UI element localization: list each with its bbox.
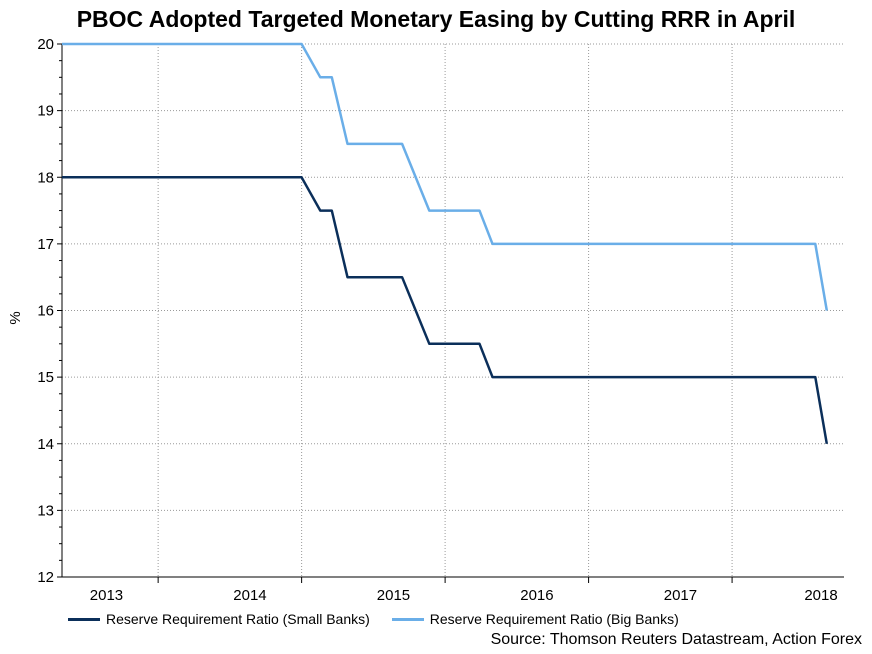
x-tick-label: 2016	[520, 587, 553, 604]
chart-title: PBOC Adopted Targeted Monetary Easing by…	[76, 6, 796, 32]
series-line-small-banks	[62, 176, 829, 445]
source-note: Source: Thomson Reuters Datastream, Acti…	[490, 631, 862, 648]
y-axis-title: %	[7, 311, 24, 324]
series-line-big-banks	[62, 42, 829, 311]
y-tick-label: 16	[37, 303, 54, 320]
legend-swatch-big-banks	[391, 617, 424, 621]
x-tick-label: 2015	[377, 587, 410, 604]
grid-layer	[62, 43, 844, 577]
legend-swatch-small-banks	[68, 617, 100, 621]
y-tick-label: 20	[37, 36, 54, 53]
x-tick-label: 2017	[664, 587, 697, 604]
legend-item-big-banks: Reserve Requirement Ratio (Big Banks)	[391, 611, 679, 627]
y-tick-label: 19	[37, 103, 54, 120]
axis-layer: 12 13 14 15 16 17 18 19 20 2013 2014 2015 2016 2017 20…	[37, 36, 844, 604]
x-tick-label: 2013	[90, 587, 123, 604]
legend-label-small-banks: Reserve Requirement Ratio (Small Banks)	[106, 611, 370, 627]
series-layer	[62, 42, 829, 445]
y-tick-label: 13	[37, 502, 54, 519]
y-tick-label: 14	[37, 436, 54, 453]
x-tick-label: 2014	[233, 587, 266, 604]
y-tick-label: 18	[37, 169, 54, 186]
y-tick-label: 15	[37, 369, 54, 386]
legend: Reserve Requirement Ratio (Small Banks) …	[68, 611, 701, 627]
legend-label-big-banks: Reserve Requirement Ratio (Big Banks)	[429, 611, 679, 627]
legend-item-small-banks: Reserve Requirement Ratio (Small Banks)	[68, 611, 370, 627]
y-tick-label: 12	[37, 569, 54, 586]
x-tick-label: 2018	[804, 587, 837, 604]
y-tick-label: 17	[37, 236, 54, 253]
